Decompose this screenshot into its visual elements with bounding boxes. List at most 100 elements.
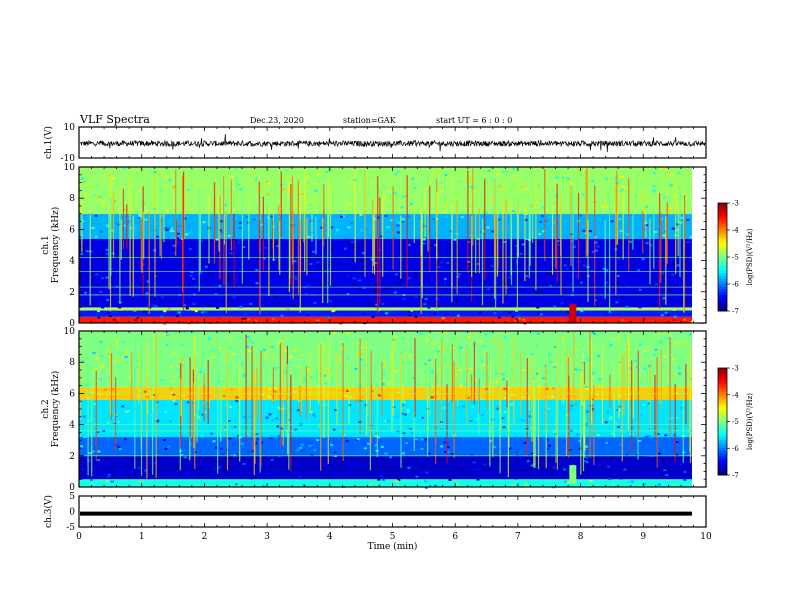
ch1-spectrogram-speckle bbox=[690, 320, 694, 323]
ch1-spectrogram-burst bbox=[373, 211, 376, 275]
ch1-spectrogram-speckle bbox=[401, 195, 405, 198]
ch1-spectrogram-speckle bbox=[685, 260, 689, 263]
ch1-spectrogram-speckle bbox=[307, 257, 311, 259]
ch1-spectrogram-speckle bbox=[444, 173, 448, 176]
ch2-spectrogram-speckle bbox=[436, 350, 440, 353]
ch1-spectrogram-speckle bbox=[511, 168, 515, 171]
ch1-spectrogram-speckle bbox=[242, 246, 246, 249]
ch2-spectrogram-burst bbox=[631, 360, 633, 453]
colorbar-segment bbox=[718, 437, 727, 441]
colorbar-tick-label: -6 bbox=[732, 281, 739, 289]
ch2-spectrogram-burst bbox=[152, 334, 154, 412]
ch1-spectrogram-speckle bbox=[566, 267, 570, 270]
ch2-spectrogram-burst bbox=[254, 378, 256, 464]
ch1-spectrogram-speckle bbox=[477, 237, 480, 240]
ch2-spectrogram-speckle bbox=[186, 397, 190, 400]
ch1-spectrogram-speckle bbox=[453, 238, 457, 241]
ch2-spectrogram-speckle bbox=[80, 468, 84, 471]
ch1-spectrogram-burst bbox=[379, 197, 381, 305]
ch2-spectrogram-speckle bbox=[521, 419, 525, 422]
ch1-spectrogram-speckle bbox=[469, 199, 472, 202]
ch1-spectrogram-speckle bbox=[633, 291, 637, 294]
ch1-spectrogram-speckle bbox=[324, 267, 328, 270]
ch2-spectrogram-speckle bbox=[422, 379, 426, 382]
ch2-spectrogram-speckle bbox=[164, 411, 168, 414]
ch2-spectrogram-speckle bbox=[326, 393, 330, 396]
ch1-spectrogram-speckle bbox=[576, 296, 580, 299]
ch2-spectrogram-speckle bbox=[425, 339, 429, 342]
ch2-spectrogram-speckle bbox=[671, 358, 675, 360]
ch1-spectrogram-speckle bbox=[111, 177, 115, 179]
ch2-spectrogram-speckle bbox=[546, 438, 550, 441]
colorbar-segment bbox=[718, 392, 727, 396]
ch2-spectrogram-speckle bbox=[490, 383, 494, 386]
colorbar-segment bbox=[718, 456, 727, 460]
ch2-spectrogram-speckle bbox=[430, 370, 434, 373]
ch1-spectrogram-burst bbox=[577, 192, 580, 280]
ch2-spectrogram-speckle bbox=[566, 414, 570, 417]
ch2-spectrogram-speckle bbox=[587, 359, 591, 362]
ch1-spectrogram-speckle bbox=[81, 220, 85, 223]
ch2-spectrogram-speckle bbox=[546, 447, 550, 450]
ch2-spectrogram-speckle bbox=[330, 443, 334, 446]
ch1-spectrogram-speckle bbox=[407, 277, 411, 280]
ch2-spectrogram-speckle bbox=[645, 435, 649, 438]
ch1-spectrogram-speckle bbox=[654, 283, 658, 286]
ch2-spectrogram-speckle bbox=[459, 368, 463, 371]
ch1-spectrogram-speckle bbox=[145, 215, 149, 218]
ch1-spectrogram-speckle bbox=[482, 253, 486, 256]
ch2-spectrogram-burst bbox=[623, 353, 625, 415]
ch1-spectrogram-speckle bbox=[81, 181, 85, 184]
ch1-spectrogram-speckle bbox=[535, 202, 539, 205]
ch1-spectrogram-speckle bbox=[563, 264, 567, 267]
ch1-spectrogram-speckle bbox=[92, 194, 96, 197]
ch2-spectrogram-speckle bbox=[595, 393, 599, 396]
ch2-spectrogram-speckle bbox=[275, 367, 279, 370]
ch2-spectrogram-speckle bbox=[201, 435, 204, 438]
colorbar-segment bbox=[718, 434, 727, 439]
ch1-spectrogram-speckle bbox=[318, 264, 322, 267]
ch2-spectrogram-speckle bbox=[446, 450, 450, 453]
ch2-spectrogram-burst bbox=[632, 364, 634, 419]
ch2-spectrogram-speckle bbox=[256, 438, 260, 440]
ch2-spectrogram-speckle bbox=[211, 354, 215, 357]
ch1-spectrogram-speckle bbox=[292, 244, 296, 247]
ch1-spectrogram-speckle bbox=[407, 311, 411, 314]
ch1-spectrogram-speckle bbox=[87, 210, 91, 213]
ch2-spectrogram-speckle bbox=[495, 380, 499, 383]
ch1-spectrogram-ylabel-frequency: Frequency (kHz) bbox=[50, 207, 61, 284]
ch1-spectrogram-speckle bbox=[348, 203, 352, 206]
colorbar-segment bbox=[718, 235, 727, 239]
ch1-spectrogram-speckle bbox=[126, 301, 129, 304]
ch1-spectrogram-speckle bbox=[497, 182, 501, 185]
ch2-spectrogram-speckle bbox=[246, 335, 250, 338]
ch1-spectrogram-speckle bbox=[536, 168, 540, 171]
colorbar-segment bbox=[718, 405, 727, 409]
ch2-spectrogram-burst bbox=[359, 338, 361, 435]
ch1-spectrogram-burst bbox=[148, 212, 150, 314]
ch1-spectrogram-speckle bbox=[662, 234, 666, 237]
ch2-spectrogram-speckle bbox=[229, 380, 233, 383]
ch2-spectrogram-speckle bbox=[277, 435, 281, 438]
ch1-spectrogram-speckle bbox=[194, 310, 198, 313]
ch2-spectrogram-speckle bbox=[85, 384, 89, 387]
ch2-spectrogram-speckle bbox=[189, 443, 193, 446]
ch2-spectrogram-speckle bbox=[372, 462, 376, 465]
ch2-spectrogram-speckle bbox=[683, 342, 687, 345]
ch2-spectrogram-burst bbox=[299, 385, 301, 417]
ch2-spectrogram-speckle bbox=[271, 356, 275, 359]
ch2-spectrogram-speckle bbox=[631, 426, 635, 429]
ch1-spectrogram-speckle bbox=[525, 275, 529, 277]
ch1-spectrogram-burst bbox=[213, 181, 216, 264]
ch2-spectrogram-speckle bbox=[184, 386, 188, 389]
ch1-spectrogram-speckle bbox=[110, 267, 114, 270]
ch2-spectrogram-speckle bbox=[561, 336, 565, 339]
ch2-spectrogram-speckle bbox=[538, 385, 542, 388]
ch2-spectrogram-burst bbox=[327, 338, 329, 465]
ch2-spectrogram-speckle bbox=[346, 332, 350, 335]
ch2-spectrogram-speckle bbox=[149, 414, 153, 417]
ch2-spectrogram-speckle bbox=[576, 378, 580, 381]
ch1-spectrogram-speckle bbox=[497, 185, 501, 188]
ch2-spectrogram-speckle bbox=[402, 337, 406, 340]
ch1-spectrogram-speckle bbox=[345, 238, 349, 241]
